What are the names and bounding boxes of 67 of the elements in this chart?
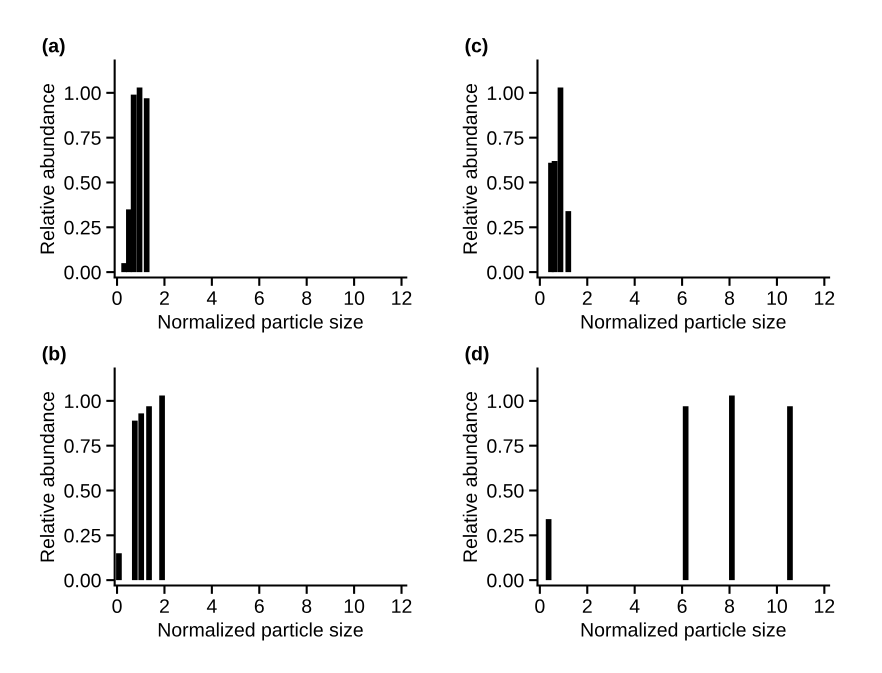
- x-axis-title: Normalized particle size: [582, 314, 786, 332]
- x-tick-label: 12: [392, 599, 412, 613]
- x-axis-title: Normalized particle size: [158, 314, 363, 332]
- y-tick-label: 0.75: [487, 131, 524, 145]
- y-tick-label: 0.25: [64, 220, 101, 235]
- x-tick-label: 4: [630, 291, 640, 305]
- x-tick-label: 2: [160, 291, 169, 305]
- y-tick-label: 0.75: [64, 131, 101, 145]
- x-axis-title: Normalized particle size: [158, 622, 363, 641]
- x-tick-label: 4: [206, 291, 217, 305]
- x-tick-label: 8: [724, 599, 734, 613]
- x-tick-label: 8: [302, 291, 312, 305]
- bar: [729, 395, 735, 580]
- x-tick-label: 0: [112, 291, 122, 305]
- y-tick-label: 0.50: [64, 484, 101, 498]
- chart-title: (a): [42, 38, 65, 56]
- x-tick-label: 0: [112, 599, 122, 613]
- y-tick-label: 0.25: [64, 528, 101, 543]
- x-tick-label: 6: [254, 599, 264, 613]
- bar: [546, 519, 552, 580]
- x-tick-label: 10: [344, 599, 364, 613]
- x-tick-label: 12: [815, 599, 834, 613]
- x-tick-label: 12: [392, 291, 412, 305]
- x-tick-label: 10: [768, 599, 787, 613]
- x-tick-label: 2: [160, 599, 169, 613]
- y-tick-label: 0.50: [487, 484, 524, 498]
- x-tick-label: 10: [768, 291, 787, 305]
- x-tick-label: 12: [815, 291, 834, 305]
- x-tick-label: 2: [582, 291, 592, 305]
- x-tick-label: 0: [535, 599, 544, 613]
- x-tick-label: 8: [724, 291, 734, 305]
- y-tick-label: 1.00: [65, 394, 101, 408]
- y-tick-label: 0.00: [487, 266, 524, 280]
- y-tick-label: 0.00: [64, 266, 101, 280]
- y-tick-label: 0.50: [487, 176, 524, 190]
- y-tick-label: 1.00: [488, 86, 524, 100]
- chart-title: (c): [466, 38, 488, 56]
- x-tick-label: 4: [630, 599, 640, 613]
- y-tick-label: 0.50: [64, 176, 101, 190]
- y-axis-title: Relative abundance: [40, 84, 54, 254]
- x-tick-label: 8: [302, 599, 312, 613]
- y-tick-label: 1.00: [488, 394, 524, 408]
- y-tick-label: 0.00: [64, 574, 101, 588]
- x-tick-label: 10: [344, 291, 364, 305]
- y-tick-label: 0.75: [64, 439, 101, 453]
- bar: [565, 211, 572, 272]
- x-tick-label: 6: [678, 599, 687, 613]
- chart-title: (d): [466, 346, 488, 364]
- y-axis-title: Relative abundance: [462, 84, 478, 254]
- y-tick-label: 0.75: [487, 439, 524, 453]
- x-tick-label: 2: [582, 599, 592, 613]
- chart-title: (b): [42, 346, 66, 364]
- bar: [682, 406, 688, 580]
- x-tick-label: 6: [678, 291, 687, 305]
- x-tick-label: 4: [206, 599, 217, 613]
- y-tick-label: 0.25: [487, 528, 524, 543]
- x-tick-label: 6: [254, 291, 264, 305]
- y-axis-title: Relative abundance: [40, 392, 54, 562]
- bar: [146, 406, 152, 580]
- bar: [787, 406, 793, 580]
- y-tick-label: 0.00: [487, 574, 524, 588]
- x-tick-label: 0: [535, 291, 544, 305]
- y-axis-title: Relative abundance: [462, 392, 478, 562]
- bar: [159, 395, 165, 580]
- y-tick-label: 1.00: [65, 86, 101, 100]
- x-axis-title: Normalized particle size: [582, 622, 786, 641]
- y-tick-label: 0.25: [487, 220, 524, 235]
